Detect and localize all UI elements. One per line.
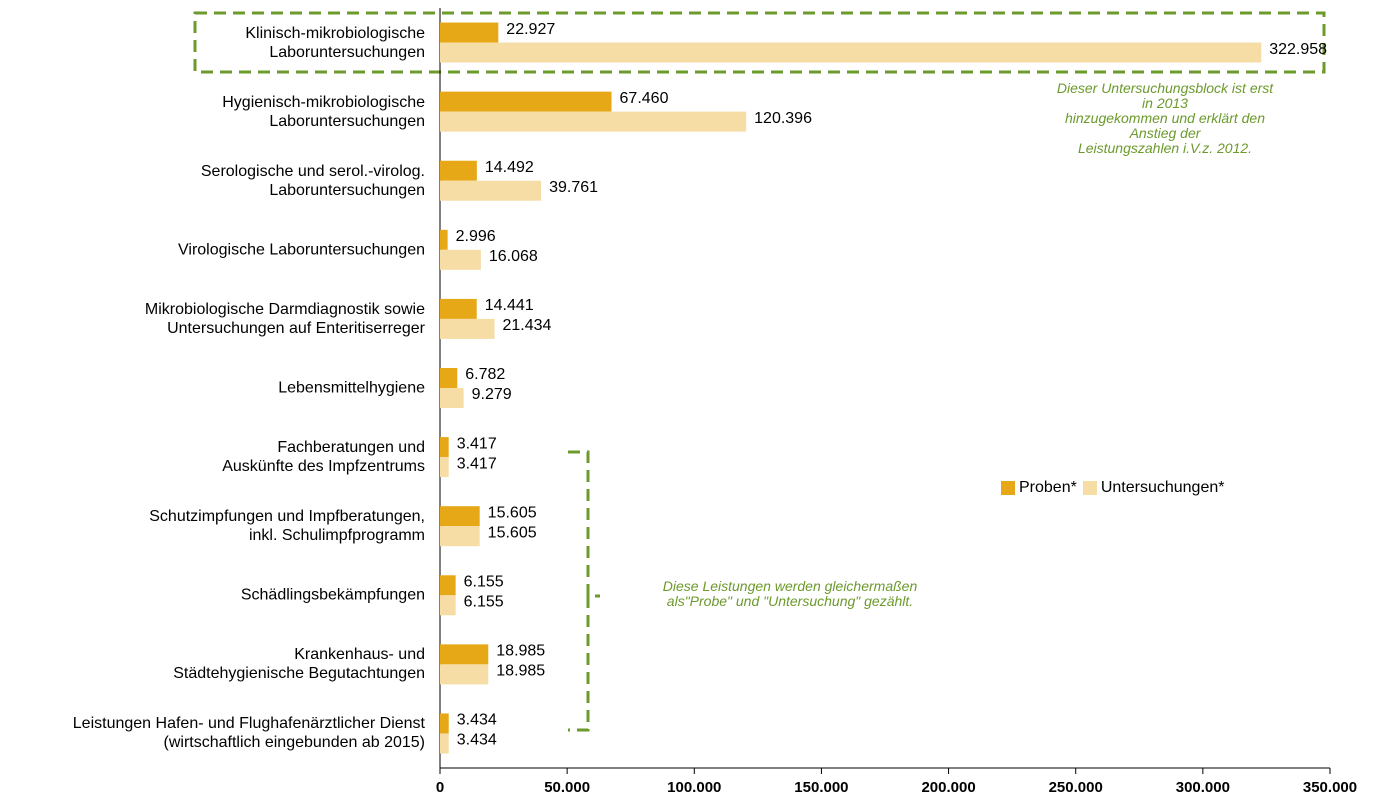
value-label: 322.958 (1269, 41, 1327, 58)
x-tick-label: 200.000 (921, 779, 975, 796)
annotation: Diese Leistungen werden gleichermaßen al… (662, 578, 918, 609)
category-label: Leistungen Hafen- und Flughafenärztliche… (72, 715, 425, 752)
bar (440, 526, 480, 547)
value-label: 67.460 (620, 90, 669, 107)
category-label: Schutzimpfungen und Impfberatungen, inkl… (149, 508, 425, 545)
bar (440, 249, 481, 270)
bar (440, 42, 1262, 63)
bar (440, 111, 747, 132)
bar (440, 22, 499, 43)
category-label: Hygienisch-mikrobiologische Laboruntersu… (222, 93, 425, 130)
category-label: Serologische und serol.-virolog. Laborun… (200, 162, 425, 199)
legend-swatch (1001, 481, 1015, 495)
bar (440, 437, 449, 458)
bracket (568, 450, 600, 732)
bar (440, 664, 489, 685)
bar (440, 298, 477, 319)
value-label: 14.441 (485, 297, 534, 314)
bar (440, 91, 612, 112)
bar (440, 388, 464, 408)
value-label: 3.417 (457, 455, 497, 472)
legend-label: Untersuchungen* (1100, 479, 1225, 496)
x-tick-label: 100.000 (667, 779, 721, 796)
legend-item: Untersuchungen* (1082, 479, 1225, 497)
bar (440, 575, 456, 596)
x-tick-label: 250.000 (1049, 779, 1103, 796)
x-tick-label: 0 (436, 779, 444, 796)
value-label: 2.996 (456, 228, 496, 245)
bar (440, 733, 449, 754)
bar (440, 160, 477, 181)
annotation: Dieser Untersuchungsblock ist erst in 20… (1056, 80, 1274, 156)
x-tick-label: 150.000 (794, 779, 848, 796)
x-tick-label: 300.000 (1176, 779, 1230, 796)
value-label: 6.782 (465, 366, 505, 383)
bar (440, 180, 542, 201)
bar (440, 318, 495, 339)
category-label: Virologische Laboruntersuchungen (178, 241, 425, 259)
x-tick-label: 50.000 (544, 779, 590, 796)
legend: Proben* Untersuchungen* (1001, 479, 1230, 497)
bar (440, 595, 456, 616)
legend-item: Proben* (1001, 479, 1077, 497)
legend-swatch (1082, 481, 1097, 495)
category-label: Mikrobiologische Darmdiagnostik sowie Un… (144, 300, 425, 337)
value-label: 120.396 (754, 110, 812, 127)
legend-label: Proben* (1019, 479, 1077, 496)
bar (440, 506, 480, 527)
value-label: 15.605 (488, 524, 537, 541)
value-label: 6.155 (464, 573, 504, 590)
bar (440, 368, 458, 388)
value-label: 3.417 (457, 435, 497, 452)
bar (440, 229, 448, 250)
category-label: Fachberatungen und Auskünfte des Impfzen… (222, 439, 425, 476)
value-label: 3.434 (457, 712, 497, 729)
bar (440, 713, 449, 734)
category-label: Lebensmittelhygiene (278, 379, 425, 397)
value-label: 22.927 (506, 21, 555, 38)
category-label: Klinisch-mikrobiologische Laboruntersuch… (245, 24, 425, 61)
value-label: 15.605 (488, 504, 537, 521)
value-label: 18.985 (496, 643, 545, 660)
value-label: 18.985 (496, 663, 545, 680)
highlight-box (193, 11, 1326, 74)
value-label: 6.155 (464, 593, 504, 610)
value-label: 39.761 (549, 179, 598, 196)
x-tick-label: 350.000 (1303, 779, 1357, 796)
bar (440, 457, 449, 478)
category-label: Schädlingsbekämpfungen (240, 586, 425, 604)
value-label: 9.279 (472, 386, 512, 403)
value-label: 16.068 (489, 248, 538, 265)
bar (440, 644, 489, 665)
value-label: 21.434 (503, 317, 552, 334)
value-label: 3.434 (457, 732, 497, 749)
value-label: 14.492 (485, 159, 534, 176)
category-label: Krankenhaus- und Städtehygienische Begut… (173, 646, 425, 683)
